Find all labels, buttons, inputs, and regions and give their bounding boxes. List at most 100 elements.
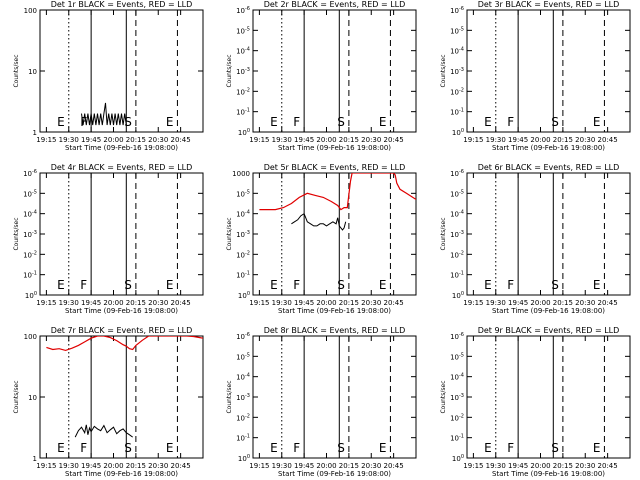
y-tick-label: 10: [28, 394, 37, 402]
panel-title: Det 6r BLACK = Events, RED = LLD: [478, 163, 620, 172]
x-tick-label: 20:30: [361, 299, 381, 307]
x-tick-label: 19:45: [81, 299, 101, 307]
x-tick-label: 20:45: [598, 136, 618, 144]
marker-label: S: [124, 115, 132, 129]
marker-label: S: [551, 441, 559, 455]
y-tick-label: 100: [25, 291, 37, 300]
marker-label: F: [507, 441, 514, 455]
y-tick-label: 10: [28, 68, 37, 76]
x-tick-label: 19:30: [272, 136, 292, 144]
y-tick-label: 100: [24, 7, 37, 15]
x-axis-label: Start Time (09-Feb-16 19:08:00): [492, 307, 605, 315]
y-tick-label: 10-5: [236, 352, 250, 361]
y-tick-label: 1000: [232, 170, 250, 178]
marker-label: E: [379, 441, 387, 455]
detector-panel-3: Det 3r BLACK = Events, RED = LLD Counts/s…: [440, 0, 631, 152]
y-tick-label: 10-6: [450, 332, 464, 341]
x-tick-label: 19:30: [486, 462, 506, 470]
marker-label: E: [270, 115, 278, 129]
detector-panel-9: Det 9r BLACK = Events, RED = LLD Counts/s…: [440, 326, 631, 478]
marker-label: S: [337, 115, 345, 129]
y-tick-label: 100: [238, 128, 250, 137]
marker-label: F: [507, 278, 514, 292]
detector-panel-7: Det 7r BLACK = Events, RED = LLD Counts/s…: [13, 326, 204, 478]
x-tick-label: 20:30: [148, 299, 168, 307]
marker-label: F: [293, 441, 300, 455]
y-tick-label: 10-1: [236, 108, 250, 117]
x-tick-label: 19:15: [463, 136, 483, 144]
x-tick-label: 20:15: [553, 299, 573, 307]
x-tick-label: 20:15: [126, 136, 146, 144]
series-events-line: [291, 212, 347, 231]
panel-title: Det 8r BLACK = Events, RED = LLD: [264, 326, 406, 335]
plot-frame: [466, 9, 631, 133]
x-tick-label: 20:45: [384, 462, 404, 470]
marker-label: E: [484, 115, 492, 129]
detector-panel-5: Det 5r BLACK = Events, RED = LLD Counts/s…: [226, 163, 417, 315]
marker-label: E: [379, 115, 387, 129]
x-tick-label: 19:30: [59, 136, 79, 144]
marker-label: E: [379, 278, 387, 292]
marker-label: S: [337, 278, 345, 292]
x-tick-label: 20:15: [339, 462, 359, 470]
marker-label: S: [551, 115, 559, 129]
x-tick-label: 19:45: [508, 462, 528, 470]
x-tick-label: 20:15: [339, 299, 359, 307]
y-tick-label: 10-4: [450, 210, 464, 219]
x-tick-label: 20:30: [361, 462, 381, 470]
x-tick-label: 20:30: [575, 462, 595, 470]
marker-label: E: [57, 441, 65, 455]
plot-frame: [39, 172, 204, 296]
marker-label: F: [293, 115, 300, 129]
detector-panel-1: Det 1r BLACK = Events, RED = LLD Counts/s…: [13, 0, 204, 152]
y-tick-label: 10-4: [450, 373, 464, 382]
marker-label: E: [593, 441, 601, 455]
y-tick-label: 10-1: [450, 108, 464, 117]
x-tick-label: 19:15: [36, 299, 56, 307]
x-tick-label: 19:30: [59, 299, 79, 307]
x-axis-label: Start Time (09-Feb-16 19:08:00): [278, 307, 391, 315]
panel-title: Det 5r BLACK = Events, RED = LLD: [264, 163, 406, 172]
marker-label: E: [270, 441, 278, 455]
y-tick-label: 10-5: [236, 26, 250, 35]
x-tick-label: 20:45: [384, 299, 404, 307]
y-tick-label: 10-2: [236, 413, 250, 422]
y-tick-label: 10-1: [23, 271, 37, 280]
x-axis-label: Start Time (09-Feb-16 19:08:00): [492, 470, 605, 478]
marker-label: E: [484, 441, 492, 455]
marker-label: E: [57, 278, 65, 292]
y-tick-label: 10-2: [236, 250, 250, 259]
marker-label: E: [593, 278, 601, 292]
y-axis-label: Counts/sec: [226, 217, 233, 250]
x-tick-label: 19:15: [463, 462, 483, 470]
y-tick-label: 10-4: [450, 47, 464, 56]
y-tick-label: 10-2: [450, 250, 464, 259]
x-tick-label: 19:45: [81, 462, 101, 470]
panel-title: Det 1r BLACK = Events, RED = LLD: [51, 0, 193, 9]
y-tick-label: 10-3: [23, 230, 37, 239]
x-tick-label: 20:15: [553, 136, 573, 144]
y-tick-label: 10-2: [450, 413, 464, 422]
x-tick-label: 20:00: [530, 462, 550, 470]
plot-frame: [252, 172, 417, 296]
x-tick-label: 19:45: [294, 462, 314, 470]
y-tick-label: 10-1: [450, 271, 464, 280]
y-tick-label: 10-3: [236, 230, 250, 239]
x-tick-label: 20:30: [575, 136, 595, 144]
marker-label: F: [293, 278, 300, 292]
y-axis-label: Counts/sec: [440, 217, 447, 250]
plot-frame: [466, 335, 631, 459]
y-tick-label: 100: [452, 454, 464, 463]
x-tick-label: 20:00: [316, 299, 336, 307]
plot-frame: [252, 335, 417, 459]
y-axis-label: Counts/sec: [226, 54, 233, 87]
y-tick-label: 10-3: [236, 67, 250, 76]
detector-panel-6: Det 6r BLACK = Events, RED = LLD Counts/s…: [440, 163, 631, 315]
plot-frame: [466, 172, 631, 296]
x-tick-label: 20:00: [103, 299, 123, 307]
y-tick-label: 100: [452, 291, 464, 300]
marker-label: S: [337, 441, 345, 455]
y-tick-label: 10-6: [23, 169, 37, 178]
y-tick-label: 100: [452, 128, 464, 137]
x-tick-label: 20:15: [339, 136, 359, 144]
